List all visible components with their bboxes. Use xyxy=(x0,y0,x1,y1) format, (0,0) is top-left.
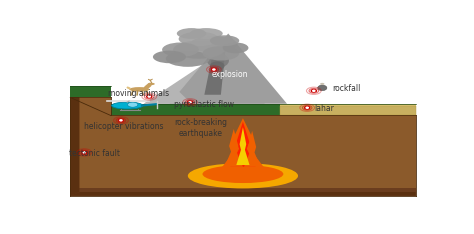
Polygon shape xyxy=(110,115,416,196)
Polygon shape xyxy=(280,106,416,115)
Polygon shape xyxy=(244,131,260,167)
Circle shape xyxy=(305,106,310,109)
Circle shape xyxy=(313,90,315,91)
Text: lahar: lahar xyxy=(315,104,335,113)
Polygon shape xyxy=(70,86,110,97)
Ellipse shape xyxy=(318,85,327,91)
Polygon shape xyxy=(237,127,249,165)
Ellipse shape xyxy=(210,35,239,46)
Ellipse shape xyxy=(210,61,225,70)
Text: explosion: explosion xyxy=(212,69,248,79)
Ellipse shape xyxy=(188,163,298,188)
Circle shape xyxy=(118,119,124,122)
Ellipse shape xyxy=(190,36,237,52)
Ellipse shape xyxy=(166,51,210,67)
Ellipse shape xyxy=(129,87,149,91)
Circle shape xyxy=(148,96,150,97)
Text: moving animals: moving animals xyxy=(108,89,169,98)
Polygon shape xyxy=(70,97,110,196)
Polygon shape xyxy=(230,122,256,167)
Ellipse shape xyxy=(148,83,155,85)
Ellipse shape xyxy=(153,51,186,63)
Polygon shape xyxy=(169,33,287,104)
Polygon shape xyxy=(212,35,223,48)
Ellipse shape xyxy=(177,28,206,39)
Ellipse shape xyxy=(173,41,225,59)
Text: helicopter vibrations: helicopter vibrations xyxy=(84,122,163,131)
Ellipse shape xyxy=(162,43,199,57)
Polygon shape xyxy=(144,55,265,104)
Ellipse shape xyxy=(202,165,283,183)
Text: rock-breaking
earthquake: rock-breaking earthquake xyxy=(174,118,227,138)
Ellipse shape xyxy=(320,83,325,85)
Circle shape xyxy=(82,151,87,154)
Text: tectonic fault: tectonic fault xyxy=(69,149,119,158)
Circle shape xyxy=(120,120,122,121)
Circle shape xyxy=(146,95,152,98)
Ellipse shape xyxy=(190,28,223,39)
Polygon shape xyxy=(225,129,243,167)
Circle shape xyxy=(213,69,215,70)
Ellipse shape xyxy=(111,102,143,109)
Text: pyroclastic flow: pyroclastic flow xyxy=(174,100,234,109)
Circle shape xyxy=(306,107,308,108)
Ellipse shape xyxy=(207,53,229,68)
Ellipse shape xyxy=(179,32,219,46)
Polygon shape xyxy=(280,104,416,106)
Polygon shape xyxy=(221,118,265,169)
Circle shape xyxy=(311,90,316,92)
Circle shape xyxy=(187,101,192,104)
Circle shape xyxy=(211,68,217,71)
Circle shape xyxy=(189,102,191,103)
Polygon shape xyxy=(70,192,416,196)
Polygon shape xyxy=(144,86,191,104)
Ellipse shape xyxy=(202,46,239,61)
Ellipse shape xyxy=(128,102,138,107)
Ellipse shape xyxy=(223,43,248,53)
Polygon shape xyxy=(204,41,227,95)
Text: rockfall: rockfall xyxy=(332,84,360,93)
Polygon shape xyxy=(70,94,80,196)
Polygon shape xyxy=(110,104,416,115)
Circle shape xyxy=(83,152,85,153)
Polygon shape xyxy=(70,188,416,196)
